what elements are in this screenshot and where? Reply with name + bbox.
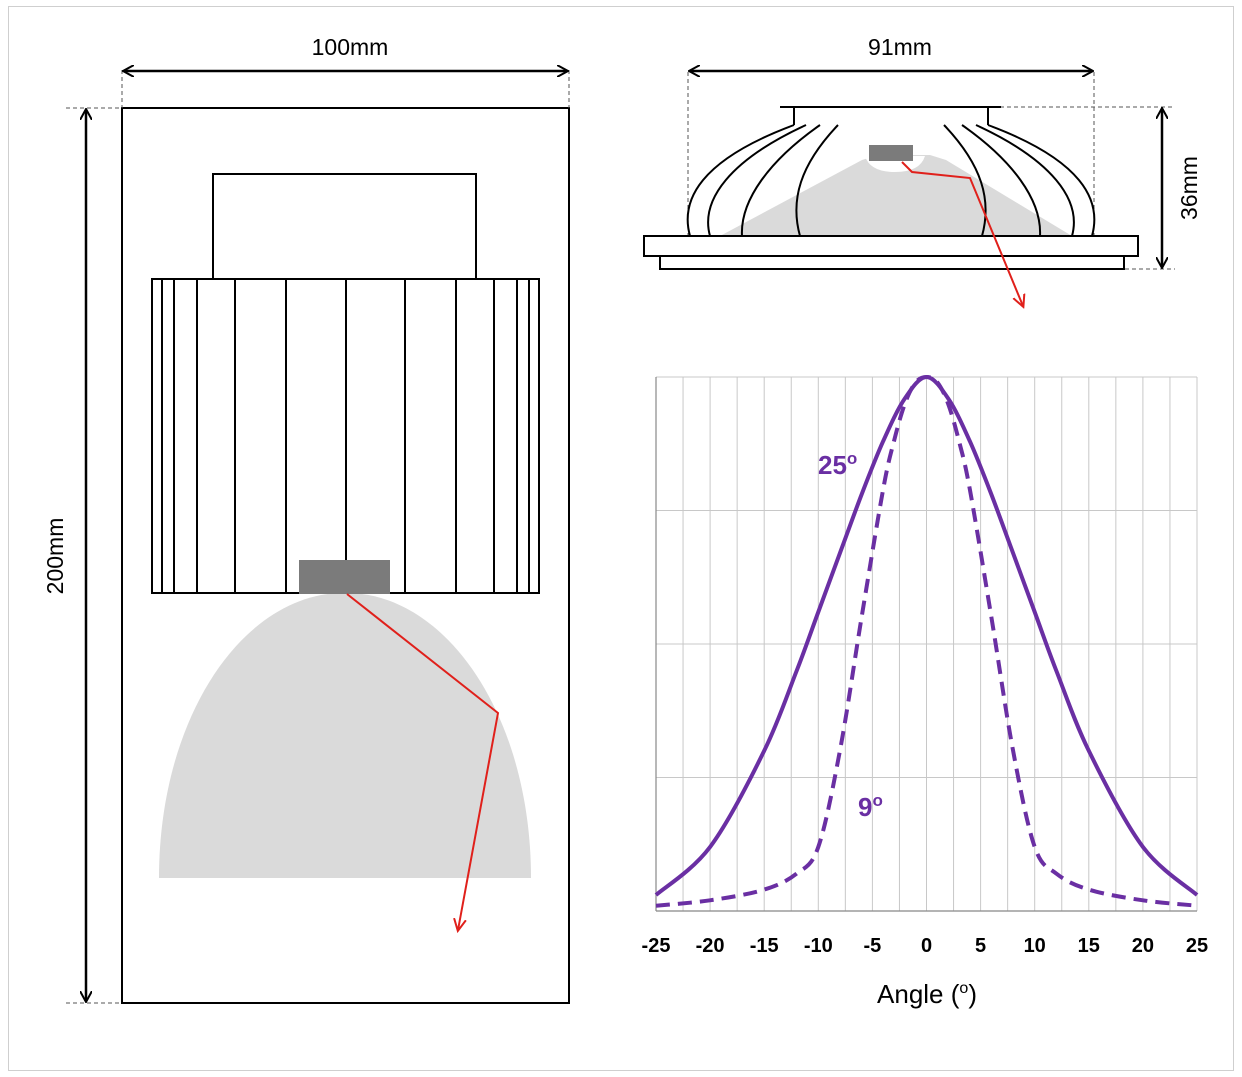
chart-x-tick-label: 20 (1132, 935, 1154, 957)
chart-x-axis-label: Angle (o) (877, 979, 977, 1009)
chart-x-tick-label: 5 (975, 935, 986, 957)
tir-width-label: 91mm (868, 34, 932, 60)
chart-x-tick-label: -5 (864, 935, 882, 957)
reflector-width-label: 100mm (312, 34, 389, 60)
reflected-ray (346, 593, 500, 930)
reflector-shape (159, 593, 531, 878)
tir-lens-plate (643, 235, 1139, 257)
tir-luminaire: 91mm 36mm (643, 34, 1202, 306)
tir-base-plate (659, 255, 1125, 270)
chart-x-tick-label: -20 (696, 935, 725, 957)
series-label-9: 9o (858, 791, 883, 822)
tir-ray (901, 161, 1023, 306)
series-label-25: 25o (818, 449, 857, 480)
chart-series-group (654, 374, 1199, 908)
chart-x-tick-label: 15 (1078, 935, 1100, 957)
reflector-housing-outline (121, 107, 570, 1004)
chart-x-tick-label: -15 (750, 935, 779, 957)
heat-sink-fins (161, 279, 530, 593)
chart-x-tick-label: 0 (921, 935, 932, 957)
tir-height-label: 36mm (1176, 156, 1202, 220)
chart-x-tick-label: 10 (1024, 935, 1046, 957)
chart-x-tick-label: 25 (1186, 935, 1208, 957)
figure-border (8, 6, 1234, 1071)
reflector-luminaire: 100mm 200mm (42, 34, 570, 1004)
tir-light-cone (720, 155, 1072, 236)
chart-x-tick-label: -25 (642, 935, 671, 957)
tir-led-chip (869, 145, 913, 161)
tir-heat-sink-fins (686, 124, 1096, 237)
driver-box (212, 173, 477, 280)
intensity-chart: -25 -20 -15 -10 -5 0 5 10 15 20 25 Angle (o) 25o 9… (642, 374, 1209, 1009)
chart-grid (655, 376, 1198, 912)
chart-x-tick-labels: -25 -20 -15 -10 -5 0 5 10 15 20 25 (642, 935, 1209, 957)
led-chip (299, 560, 390, 594)
reflector-height-label: 200mm (42, 518, 68, 595)
series-9-degree-line (655, 374, 1198, 908)
chart-x-tick-label: -10 (804, 935, 833, 957)
